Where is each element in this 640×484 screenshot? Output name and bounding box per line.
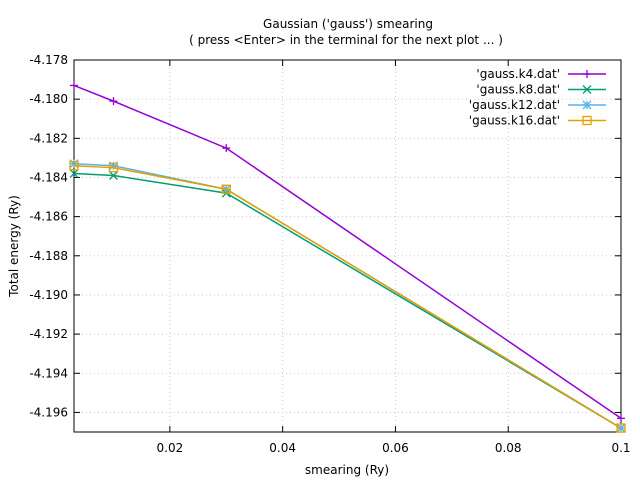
- legend-marker: [582, 100, 592, 110]
- y-axis-label: Total energy (Ry): [7, 195, 21, 298]
- data-point: [70, 81, 78, 90]
- legend-item: 'gauss.k8.dat': [476, 83, 606, 97]
- y-tick-label: -4.192: [29, 327, 68, 341]
- data-point: [221, 184, 231, 194]
- data-point-stroke: [69, 161, 79, 171]
- data-point-stroke: [108, 163, 119, 173]
- legend-marker: [583, 70, 591, 78]
- series-line: [73, 163, 622, 429]
- y-tick-label: -4.188: [29, 249, 68, 263]
- legend-label: 'gauss.k16.dat': [469, 114, 560, 128]
- series-line: [73, 84, 622, 419]
- data-point: [108, 163, 119, 173]
- chart-title: Gaussian ('gauss') smearing: [263, 17, 433, 31]
- data-point: [222, 144, 231, 153]
- legend-item: 'gauss.k4.dat': [476, 67, 606, 81]
- data-point: [69, 169, 79, 179]
- data-point: [616, 423, 626, 433]
- legend: 'gauss.k4.dat' 'gauss.k8.dat''gauss.k12.d…: [469, 67, 606, 128]
- data-point-stroke: [221, 184, 231, 194]
- data-point-stroke: [616, 423, 626, 433]
- data-point: [109, 97, 118, 106]
- legend-item: 'gauss.k12.dat': [469, 98, 606, 112]
- x-tick-label: 0.1: [611, 441, 630, 455]
- data-point-stroke: [69, 169, 79, 179]
- series-line: [73, 164, 622, 429]
- legend-label: 'gauss.k8.dat': [476, 83, 560, 97]
- y-tick-label: -4.178: [29, 53, 68, 67]
- legend-marker: [582, 85, 592, 94]
- x-tick-label: 0.06: [382, 441, 409, 455]
- legend-label: 'gauss.k12.dat': [469, 98, 560, 112]
- legend-marker-stroke: [582, 115, 592, 126]
- series-line: [73, 172, 622, 429]
- series-4: [69, 161, 626, 433]
- data-point-stroke: [109, 171, 118, 180]
- x-tick-label: 0.08: [495, 441, 522, 455]
- plot-frame: [73, 59, 622, 433]
- data-point: [109, 171, 118, 180]
- x-axis-label: smearing (Ry): [305, 463, 389, 477]
- legend-marker-stroke: [582, 100, 592, 110]
- series-1: [70, 81, 625, 423]
- x-tick-label: 0.02: [157, 441, 184, 455]
- series-2: [69, 169, 626, 433]
- y-tick-label: -4.184: [29, 170, 68, 184]
- legend-marker-stroke: [582, 85, 592, 94]
- y-tick-label: -4.196: [29, 405, 68, 419]
- y-tick-label: -4.182: [29, 131, 68, 145]
- axis-ticks: 0.02 0.04 0.06 0.08 0.1 -4.178 -4.180 -4.182 -4.…: [29, 53, 630, 455]
- y-tick-label: -4.186: [29, 210, 68, 224]
- y-tick-label: -4.190: [29, 288, 68, 302]
- y-tick-label: -4.194: [29, 366, 68, 380]
- legend-label: 'gauss.k4.dat': [476, 67, 560, 81]
- legend-marker: [582, 115, 592, 126]
- legend-item: 'gauss.k16.dat': [469, 114, 606, 128]
- data-point: [617, 414, 625, 423]
- chart-subtitle: ( press <Enter> in the terminal for the …: [189, 33, 503, 47]
- y-tick-label: -4.180: [29, 92, 68, 106]
- series-3: [69, 159, 626, 433]
- series-lines: [69, 81, 626, 433]
- x-tick-label: 0.04: [269, 441, 296, 455]
- data-point: [69, 161, 79, 171]
